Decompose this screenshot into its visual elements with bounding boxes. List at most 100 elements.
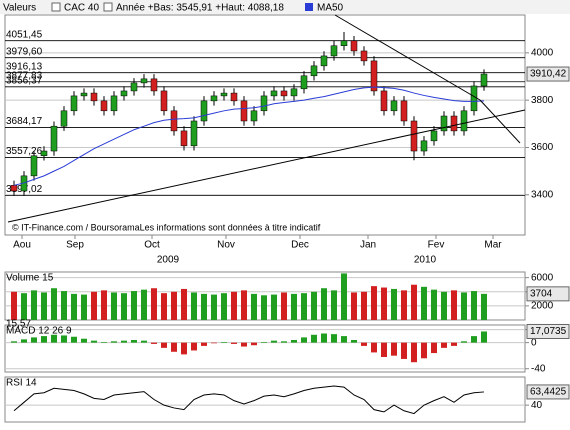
candle-body [430, 130, 438, 142]
range-label: Année +Bas: 3545,91 +Haut: 4088,18 [116, 3, 284, 14]
x-tick-label: Sep [66, 240, 84, 251]
bar [21, 293, 27, 320]
bar [61, 291, 67, 320]
bar [131, 291, 137, 320]
bar [451, 342, 457, 346]
bar [181, 288, 187, 320]
level-label: 3557,26 [6, 146, 43, 157]
candle-body [90, 92, 98, 102]
candle-body [350, 40, 358, 52]
candle-body [360, 50, 368, 62]
bar [371, 286, 377, 320]
bar [311, 291, 317, 320]
candle-body [140, 78, 148, 84]
candle-body [40, 150, 48, 157]
bar [121, 340, 127, 343]
bar [181, 342, 187, 355]
level-label: 3877,83 [6, 70, 43, 81]
bar [381, 342, 387, 357]
bar [261, 295, 267, 320]
trend-line [7, 109, 526, 223]
candle-body [10, 185, 18, 192]
x-tick-label: Aou [13, 240, 31, 251]
candle-body [260, 95, 268, 112]
bar [141, 340, 147, 343]
y-tick-label: 3600 [531, 142, 554, 153]
bar [201, 293, 207, 320]
bar [381, 287, 387, 320]
bar [161, 293, 167, 320]
bar [191, 342, 197, 351]
candle-body [110, 95, 118, 112]
candle-body [270, 90, 278, 97]
bar [281, 341, 287, 343]
range-checkbox[interactable] [103, 2, 113, 12]
candle-body [460, 110, 468, 132]
bar [211, 294, 217, 320]
bar [41, 292, 47, 320]
bar [351, 292, 357, 320]
candle-body [330, 45, 338, 57]
y-tick-label: 0 [531, 337, 537, 348]
last-value-label: 3910,42 [530, 69, 567, 80]
bar [311, 334, 317, 343]
candle-body [320, 55, 328, 67]
bar [391, 342, 397, 356]
bar [61, 335, 67, 343]
y-tick-label: -40 [531, 363, 546, 374]
bar [271, 294, 277, 320]
candle-body [160, 90, 168, 112]
bar [371, 342, 377, 353]
x-tick-label: Mar [484, 240, 502, 251]
panel-title: Volume 15 [6, 273, 54, 284]
panel-subtitle: 15,57 [6, 319, 31, 330]
legend-swatch [305, 3, 313, 11]
last-value-box [526, 323, 570, 339]
candle-body [290, 88, 298, 97]
candle-body [50, 125, 58, 152]
index-checkbox[interactable] [51, 2, 61, 12]
last-value-label: 63,4425 [530, 387, 567, 398]
trend-line [334, 14, 481, 101]
bar [191, 292, 197, 320]
panel-frame [4, 376, 526, 423]
bar [411, 342, 417, 363]
bar [101, 290, 107, 320]
bar [461, 341, 467, 343]
bar [451, 290, 457, 320]
candle-body [400, 100, 408, 122]
bar [361, 342, 367, 346]
candle-body [410, 120, 418, 152]
bar [21, 339, 27, 343]
bar [351, 340, 357, 343]
bar [301, 293, 307, 320]
bar [71, 293, 77, 320]
bar [461, 292, 467, 320]
bar [421, 342, 427, 359]
candle-body [380, 90, 388, 112]
candle-body [420, 140, 428, 152]
x-tick-label: Jan [360, 240, 376, 251]
y-tick-label: 4000 [531, 47, 554, 58]
bar [11, 291, 17, 320]
ma-line [13, 86, 485, 186]
bar [251, 293, 257, 320]
bar [151, 342, 157, 344]
bar [81, 338, 87, 343]
bar [101, 341, 107, 343]
bar [31, 337, 37, 343]
level-label: 3979,60 [6, 46, 43, 57]
bar [11, 341, 17, 343]
candle-body [280, 90, 288, 97]
bar [301, 337, 307, 343]
candle-body [370, 60, 378, 92]
y-tick-label: 6000 [531, 272, 554, 283]
year-label: 2010 [414, 255, 437, 266]
bar [441, 342, 447, 348]
bar [411, 284, 417, 320]
legend-label: MA50 [317, 3, 344, 14]
candle-body [200, 100, 208, 122]
bar [41, 336, 47, 343]
